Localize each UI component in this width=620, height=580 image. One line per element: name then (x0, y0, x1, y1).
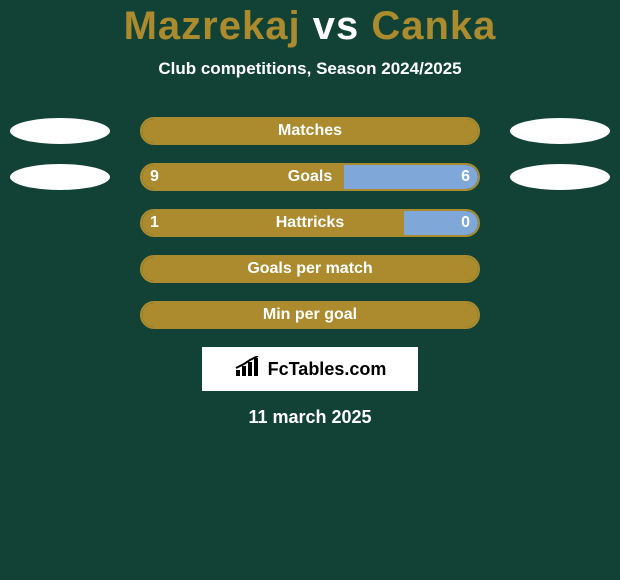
page-title: Mazrekaj vs Canka (0, 0, 620, 49)
date: 11 march 2025 (0, 407, 620, 428)
stat-label: Goals per match (142, 257, 478, 281)
stat-bar: Min per goal (140, 301, 480, 329)
stat-value-right: 6 (461, 165, 470, 189)
stat-row: Goals per match (0, 255, 620, 283)
stat-bar: Goals per match (140, 255, 480, 283)
stats-rows: Matches Goals9 6 Hattricks1 0 Goals per match… (0, 117, 620, 329)
chart-icon (234, 356, 262, 383)
infographic-container: Mazrekaj vs Canka Club competitions, Sea… (0, 0, 620, 580)
ellipse-right (510, 118, 610, 144)
stat-label: Min per goal (142, 303, 478, 327)
title-vs: vs (313, 4, 360, 48)
logo-box: FcTables.com (202, 347, 418, 391)
title-right: Canka (371, 4, 496, 48)
title-left: Mazrekaj (124, 4, 301, 48)
ellipse-left (10, 164, 110, 190)
logo-text: FcTables.com (268, 359, 387, 380)
stat-bar: Matches (140, 117, 480, 145)
stat-row: Goals9 6 (0, 163, 620, 191)
stat-label: Matches (142, 119, 478, 143)
stat-row: Hattricks1 0 (0, 209, 620, 237)
stat-value-left: 9 (150, 165, 159, 189)
stat-label: Hattricks (142, 211, 478, 235)
ellipse-right (510, 164, 610, 190)
stat-bar: Hattricks1 0 (140, 209, 480, 237)
subtitle: Club competitions, Season 2024/2025 (0, 59, 620, 79)
ellipse-left (10, 118, 110, 144)
stat-bar: Goals9 6 (140, 163, 480, 191)
stat-label: Goals (142, 165, 478, 189)
stat-value-left: 1 (150, 211, 159, 235)
stat-row: Matches (0, 117, 620, 145)
stat-row: Min per goal (0, 301, 620, 329)
stat-value-right: 0 (461, 211, 470, 235)
